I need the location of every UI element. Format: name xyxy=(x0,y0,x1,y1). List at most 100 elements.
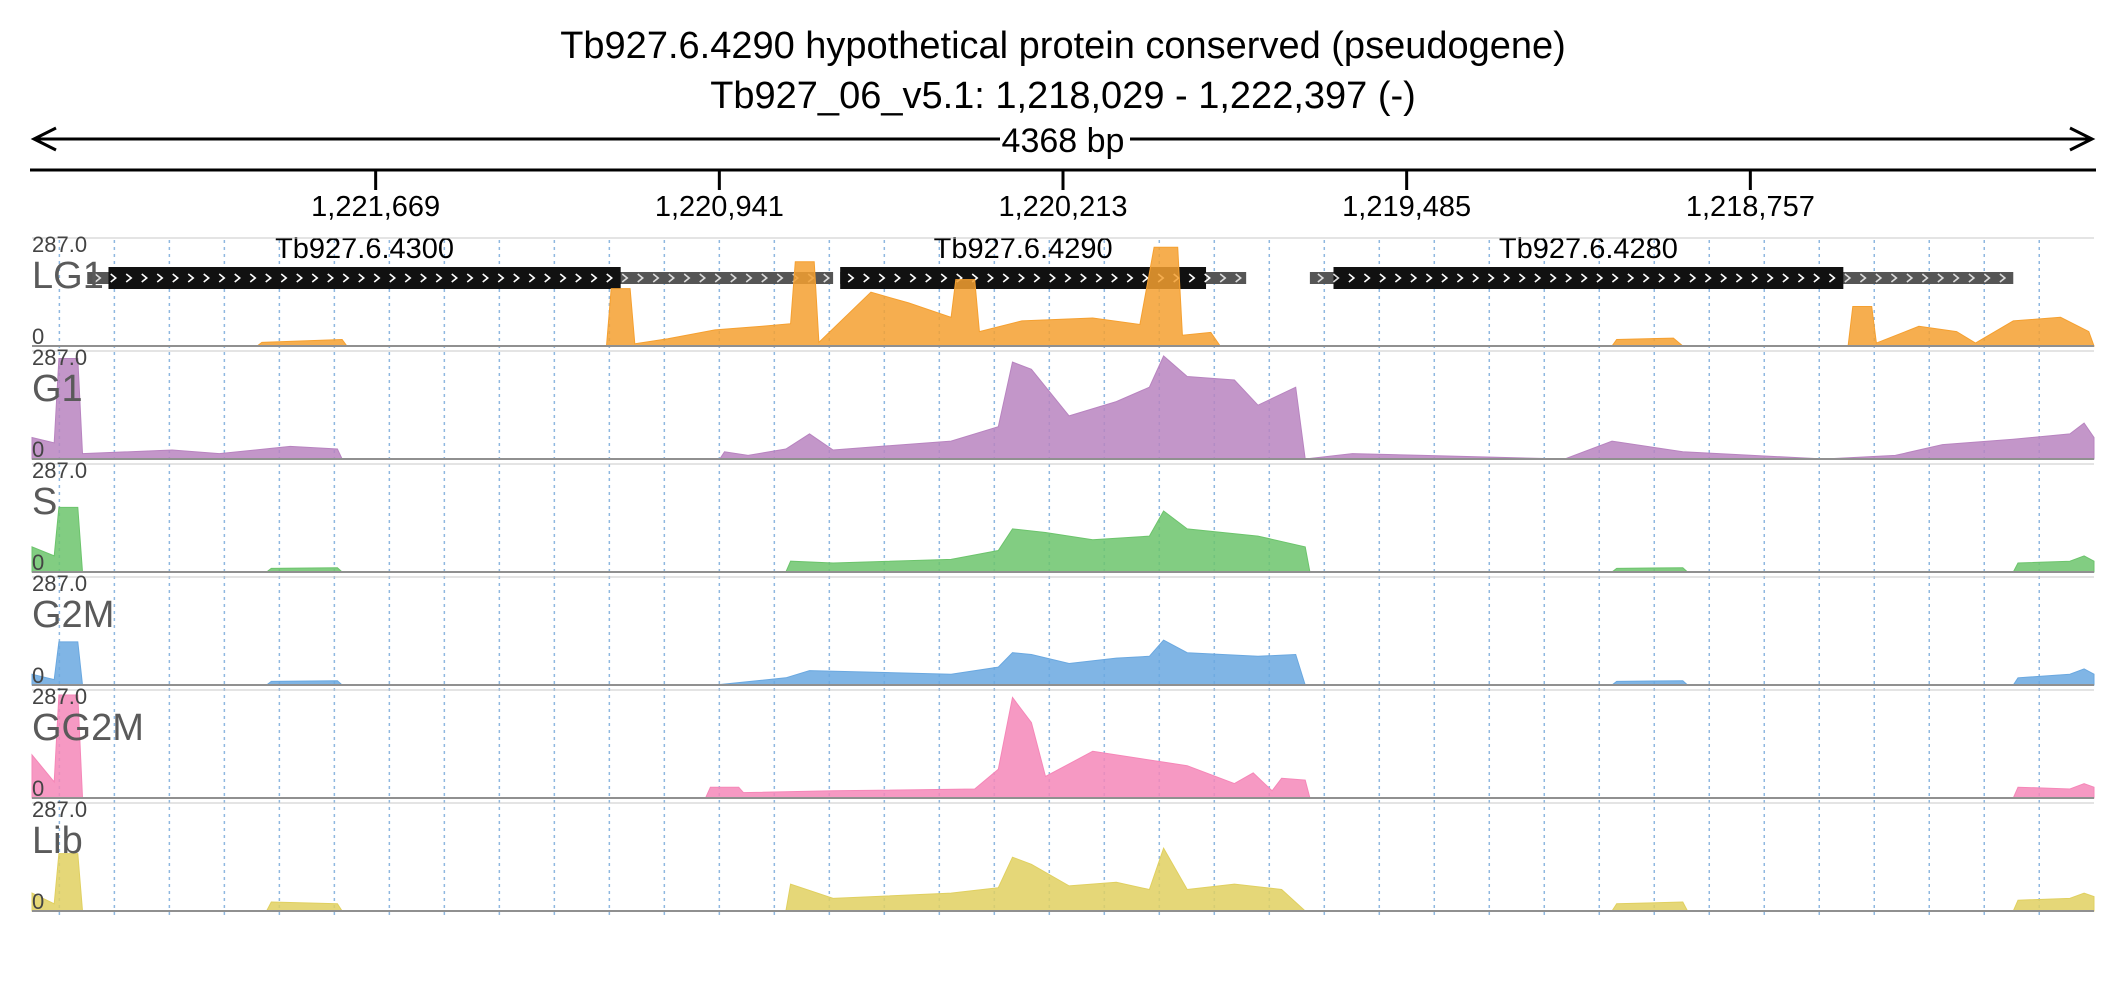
strand-chevron-icon xyxy=(559,273,567,283)
strand-chevron-icon xyxy=(265,273,273,283)
strand-chevron-icon xyxy=(590,273,598,283)
strand-chevron-icon xyxy=(544,273,552,283)
strand-chevron-icon xyxy=(1968,273,1976,283)
track-min-label: 0 xyxy=(32,776,44,801)
vertical-gridlines xyxy=(58,240,2040,916)
arrowhead-left-icon xyxy=(30,126,57,152)
strand-chevron-icon xyxy=(1983,273,1991,283)
track-min-label: 0 xyxy=(32,324,44,349)
strand-chevron-icon xyxy=(1111,273,1118,283)
track-name-label: Lib xyxy=(32,820,83,862)
track-max-label: 287.0 xyxy=(32,232,87,257)
strand-chevron-icon xyxy=(234,273,242,283)
arrowhead-right-icon xyxy=(2069,126,2096,152)
coverage-track-lg1: 287.0 0 LG1 xyxy=(32,232,2095,349)
strand-chevron-icon xyxy=(1565,273,1573,283)
coverage-track-s: 287.0 0 S xyxy=(31,458,2095,575)
strand-chevron-icon xyxy=(1937,273,1945,283)
strand-chevron-icon xyxy=(1859,273,1867,283)
strand-chevron-icon xyxy=(925,273,932,283)
axis-tick-label: 1,220,941 xyxy=(655,191,784,223)
strand-chevron-icon xyxy=(894,273,901,283)
strand-chevron-icon xyxy=(327,273,335,283)
strand-chevron-icon xyxy=(745,273,753,283)
strand-chevron-icon xyxy=(1921,273,1929,283)
coverage-area xyxy=(31,694,2095,799)
track-max-label: 287.0 xyxy=(32,458,87,483)
coverage-area xyxy=(31,506,2095,573)
strand-chevron-icon xyxy=(1627,273,1635,283)
strand-chevron-icon xyxy=(652,273,660,283)
strand-chevron-icon xyxy=(575,273,583,283)
strand-chevron-icon xyxy=(1735,273,1743,283)
strand-chevron-icon xyxy=(1689,273,1697,283)
strand-chevron-icon xyxy=(1049,273,1056,283)
coverage-track-g2m: 287.0 0 G2M xyxy=(31,571,2095,688)
strand-chevron-icon xyxy=(1142,273,1149,283)
strand-chevron-icon xyxy=(637,273,645,283)
strand-chevron-icon xyxy=(1999,273,2007,283)
strand-chevron-icon xyxy=(1906,273,1914,283)
strand-chevron-icon xyxy=(1235,273,1242,283)
track-name-label: S xyxy=(32,481,57,523)
strand-chevron-icon xyxy=(1018,273,1025,283)
strand-chevron-icon xyxy=(296,273,304,283)
strand-chevron-icon xyxy=(1549,273,1557,283)
strand-chevron-icon xyxy=(1720,273,1728,283)
axis-tick-label: 1,218,757 xyxy=(1686,191,1815,223)
track-min-label: 0 xyxy=(32,550,44,575)
strand-chevron-icon xyxy=(1828,273,1836,283)
strand-chevron-icon xyxy=(1317,273,1325,283)
coverage-track-g1: 287.0 0 G1 xyxy=(31,345,2095,462)
strand-chevron-icon xyxy=(466,273,474,283)
strand-chevron-icon xyxy=(94,273,102,283)
strand-chevron-icon xyxy=(1611,273,1619,283)
strand-chevron-icon xyxy=(1844,273,1852,283)
axis-tick-label: 1,221,669 xyxy=(311,191,440,223)
strand-chevron-icon xyxy=(878,273,886,283)
strand-chevron-icon xyxy=(125,273,133,283)
strand-chevron-icon xyxy=(1875,273,1883,283)
strand-chevron-icon xyxy=(1797,273,1805,283)
coverage-area xyxy=(32,246,2095,347)
strand-chevron-icon xyxy=(1425,273,1433,283)
track-name-label: GG2M xyxy=(32,707,144,749)
strand-chevron-icon xyxy=(1095,273,1103,283)
strand-chevron-icon xyxy=(1363,273,1371,283)
strand-chevron-icon xyxy=(1766,273,1774,283)
strand-chevron-icon xyxy=(987,273,994,283)
strand-chevron-icon xyxy=(761,273,769,283)
strand-chevron-icon xyxy=(730,273,738,283)
strand-chevron-icon xyxy=(1379,273,1387,283)
strand-chevron-icon xyxy=(1394,273,1402,283)
strand-chevron-icon xyxy=(1441,273,1449,283)
strand-chevron-icon xyxy=(909,273,917,283)
axis-tick-label: 1,220,213 xyxy=(998,191,1127,223)
strand-chevron-icon xyxy=(389,273,397,283)
track-max-label: 287.0 xyxy=(32,797,87,822)
coverage-tracks: 287.00LG1287.00G1287.00S287.00G2M287.00G… xyxy=(31,232,2095,914)
strand-chevron-icon xyxy=(451,273,459,283)
strand-chevron-icon xyxy=(249,273,257,283)
strand-chevron-icon xyxy=(528,273,536,283)
strand-chevron-icon xyxy=(172,273,180,283)
gene-cds xyxy=(1333,267,1844,289)
coverage-track-lib: 287.0 0 Lib xyxy=(31,797,2095,914)
strand-chevron-icon xyxy=(823,273,831,283)
track-max-label: 287.0 xyxy=(32,571,87,596)
gene-track: Tb927.6.4300 Tb927.6.4290 Tb927.6.4280 xyxy=(87,233,2014,289)
strand-chevron-icon xyxy=(863,273,870,283)
strand-chevron-icon xyxy=(1002,273,1010,283)
strand-chevron-icon xyxy=(1751,273,1759,283)
chart-subtitle: Tb927_06_v5.1: 1,218,029 - 1,222,397 (-) xyxy=(710,75,1416,117)
coverage-track-gg2m: 287.0 0 GG2M xyxy=(31,684,2095,801)
strand-chevron-icon xyxy=(513,273,521,283)
strand-chevron-icon xyxy=(420,273,428,283)
track-min-label: 0 xyxy=(32,437,44,462)
strand-chevron-icon xyxy=(776,273,784,283)
track-name-label: G1 xyxy=(32,368,83,410)
track-name-label: G2M xyxy=(32,594,114,636)
strand-chevron-icon xyxy=(1518,273,1526,283)
strand-chevron-icon xyxy=(1704,273,1712,283)
